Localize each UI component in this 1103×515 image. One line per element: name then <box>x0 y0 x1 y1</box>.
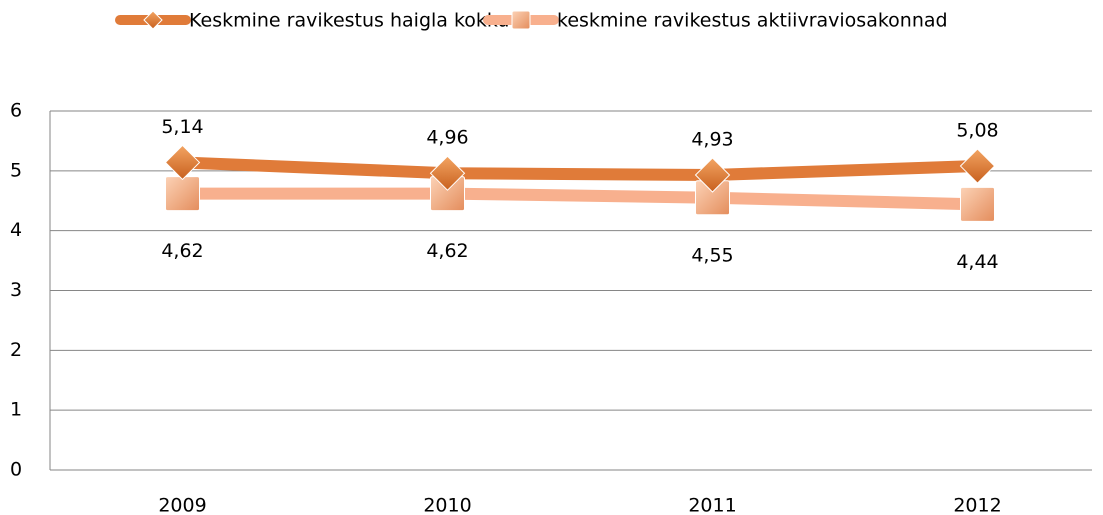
x-tick-label: 2012 <box>953 495 1001 515</box>
data-label: 4,44 <box>956 251 998 273</box>
data-point <box>429 155 466 191</box>
data-label: 4,55 <box>691 244 733 266</box>
legend-label: keskmine ravikestus aktiivraviosakonnad <box>557 10 948 32</box>
data-point <box>959 148 996 184</box>
y-tick-label: 4 <box>10 219 22 241</box>
data-label: 5,08 <box>956 120 998 142</box>
legend-marker <box>143 10 163 30</box>
series-line <box>176 156 984 182</box>
y-tick-label: 6 <box>10 100 22 122</box>
data-label: 4,62 <box>161 240 203 262</box>
y-tick-label: 5 <box>10 159 22 181</box>
y-tick-label: 3 <box>10 279 22 301</box>
data-point <box>165 176 200 212</box>
data-label: 4,93 <box>691 129 733 151</box>
x-tick-label: 2011 <box>688 495 736 515</box>
y-tick-label: 2 <box>10 339 22 361</box>
y-tick-label: 1 <box>10 399 22 421</box>
data-label: 4,96 <box>426 127 468 149</box>
series-line <box>176 187 984 211</box>
data-label: 4,62 <box>426 240 468 262</box>
data-point <box>694 157 731 193</box>
x-tick-label: 2010 <box>423 495 471 515</box>
x-tick-label: 2009 <box>158 495 206 515</box>
legend-label: Keskmine ravikestus haigla kokku <box>189 10 509 32</box>
y-tick-label: 0 <box>10 459 22 481</box>
data-label: 5,14 <box>161 116 203 138</box>
legend-marker <box>511 10 531 30</box>
data-point <box>960 186 995 222</box>
data-point <box>164 144 201 181</box>
